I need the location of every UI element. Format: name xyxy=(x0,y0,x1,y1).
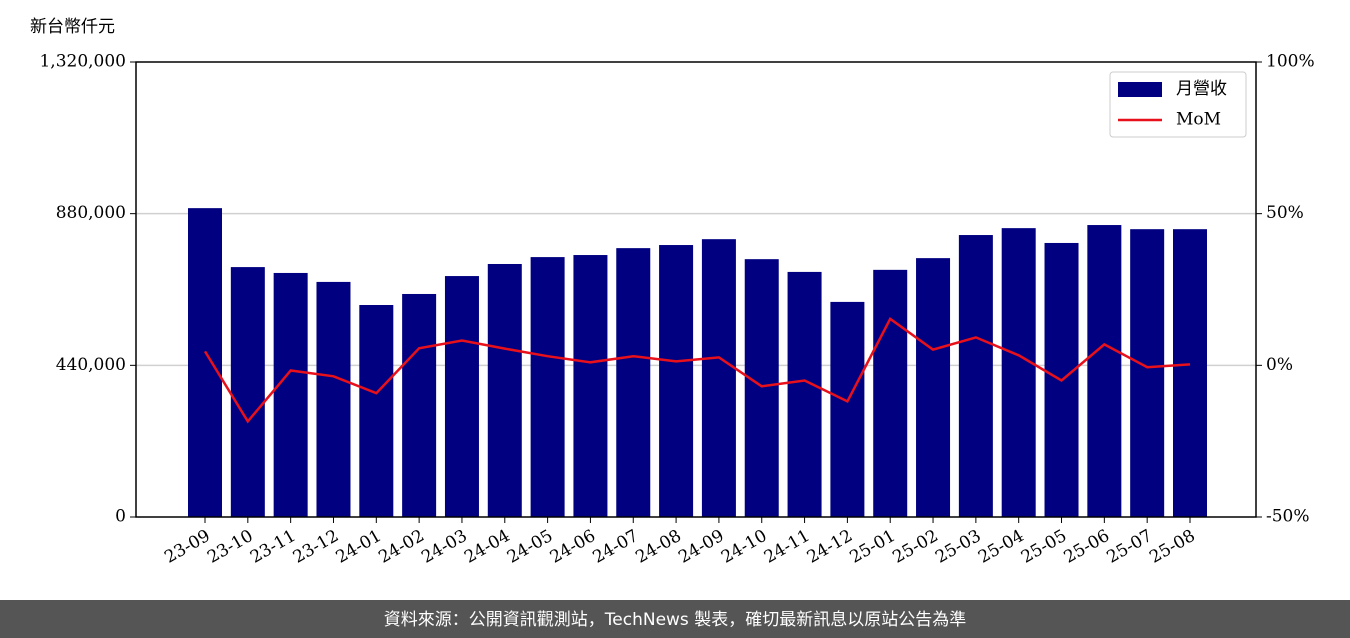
y-tick-label: 880,000 xyxy=(56,203,126,223)
bar xyxy=(359,305,394,517)
bar xyxy=(188,208,222,517)
bar xyxy=(1087,225,1122,517)
y2-tick-label: 100% xyxy=(1266,52,1315,72)
legend-label: MoM xyxy=(1176,110,1221,130)
line xyxy=(203,317,1191,424)
bar xyxy=(787,271,822,517)
bar xyxy=(916,258,951,517)
y-tick-label: 440,000 xyxy=(56,355,126,375)
bar xyxy=(273,272,308,517)
y-tick-label: 1,320,000 xyxy=(39,52,126,72)
y2-tick-label: 0% xyxy=(1266,355,1293,375)
bar xyxy=(958,235,993,517)
bar xyxy=(444,276,479,517)
bar xyxy=(830,301,865,517)
legend-swatch xyxy=(1118,82,1162,97)
footer-bar xyxy=(0,600,1350,638)
y-tick-label: 0 xyxy=(115,507,126,527)
y2-tick-label: -50% xyxy=(1266,507,1310,527)
legend-label: 月營收 xyxy=(1176,79,1227,99)
bar xyxy=(873,269,908,517)
bar xyxy=(659,245,694,517)
bar xyxy=(573,255,608,517)
bar xyxy=(230,267,265,517)
bar xyxy=(402,293,437,517)
bar xyxy=(1130,229,1165,517)
y2-tick-label: 50% xyxy=(1266,203,1304,223)
bar xyxy=(701,239,736,517)
y-axis-label: 新台幣仟元 xyxy=(30,17,115,37)
bar xyxy=(316,281,351,517)
footer: 資料來源：公開資訊觀測站，TechNews 製表，確切最新訊息以原站公告為準 xyxy=(384,610,966,630)
plot-frame xyxy=(135,61,1257,518)
bar xyxy=(1001,228,1036,518)
bar xyxy=(530,257,565,517)
bar xyxy=(1173,229,1207,517)
bar xyxy=(744,259,779,517)
bar xyxy=(487,263,522,517)
bar xyxy=(616,248,651,518)
